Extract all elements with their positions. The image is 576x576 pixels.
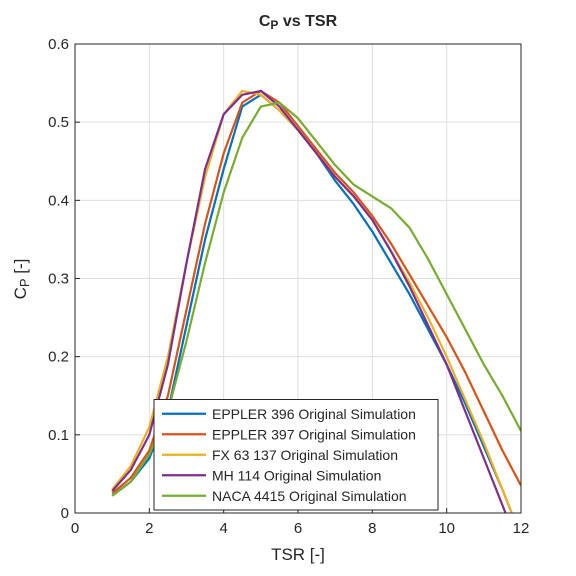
plot-lines <box>111 89 521 513</box>
y-label-text: C <box>11 287 30 299</box>
title-subscript: P <box>270 18 278 32</box>
chart-title: CP vs TSR <box>259 13 338 32</box>
legend: EPPLER 396 Original Simulation EPPLER 397… <box>153 399 439 511</box>
legend-label: MH 114 Original Simulation <box>212 467 381 483</box>
series-line <box>111 89 521 495</box>
title-text: C <box>259 13 271 30</box>
y-tick-label: 0.2 <box>48 349 69 366</box>
y-tick-label: 0 <box>61 505 69 522</box>
x-tick-label: 12 <box>513 520 530 537</box>
legend-label: EPPLER 397 Original Simulation <box>212 426 416 442</box>
legend-label: FX 63 137 Original Simulation <box>212 447 398 463</box>
x-tick-label: 8 <box>368 520 376 537</box>
title-suffix: vs TSR <box>278 13 337 30</box>
legend-label: NACA 4415 Original Simulation <box>212 488 407 504</box>
y-label-suffix: [-] <box>11 259 30 279</box>
x-tick-label: 2 <box>145 520 153 537</box>
plot-frame <box>74 43 522 514</box>
y-tick-label: 0.6 <box>48 36 69 53</box>
series-line <box>111 89 507 513</box>
y-tick-label: 0.5 <box>48 114 69 131</box>
y-tick-label: 0.4 <box>48 192 69 209</box>
y-axis-label: CP [-] <box>11 259 32 300</box>
y-tick-label: 0.3 <box>48 271 69 288</box>
x-tick-label: 10 <box>438 520 455 537</box>
x-axis-label: TSR [-] <box>271 545 325 564</box>
y-tick-label: 0.1 <box>48 427 69 444</box>
legend-label: EPPLER 396 Original Simulation <box>212 406 416 422</box>
x-tick-label: 4 <box>219 520 227 537</box>
x-tick-label: 0 <box>71 520 79 537</box>
y-label-subscript: P <box>17 278 32 287</box>
axes: 0 2 4 6 8 10 12 0 0.1 0.2 0.3 0.4 0.5 0.6 <box>48 36 529 537</box>
x-tick-label: 6 <box>294 520 302 537</box>
series-line <box>111 101 521 497</box>
